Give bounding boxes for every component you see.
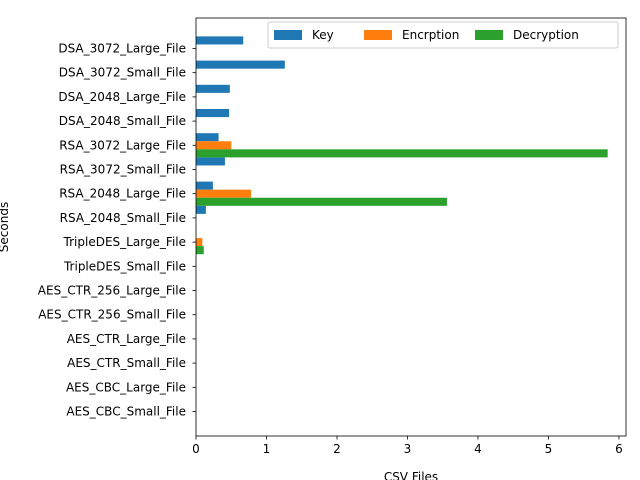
y-tick-label: DSA_3072_Small_File [59,66,186,80]
x-tick-label: 6 [615,442,623,456]
bars-layer [196,36,608,255]
bar-key-rsa-2048-large-file [196,181,213,190]
y-tick-label: DSA_2048_Large_File [58,90,186,104]
plot-frame [195,17,627,437]
bar-encrption-tripledes-large-file [196,238,203,247]
y-tick-label: AES_CTR_Small_File [67,356,186,370]
y-axis: AES_CBC_Small_File AES_CBC_Large_File AES_… [38,42,196,419]
legend-label-decryption: Decryption [513,28,579,42]
y-tick-label: RSA_3072_Small_File [60,163,186,177]
y-tick-label: AES_CTR_256_Large_File [38,284,186,298]
bar-decryption-rsa-2048-large-file [196,197,447,206]
legend-label-key: Key [312,28,334,42]
y-tick-label: AES_CBC_Large_File [66,380,186,394]
x-tick-label: 4 [474,442,482,456]
x-tick-label: 2 [333,442,341,456]
y-tick-label: TripleDES_Small_File [63,259,186,273]
y-tick-label: RSA_3072_Large_File [59,138,186,152]
y-tick-label: AES_CTR_256_Small_File [38,308,186,322]
y-tick-label: TripleDES_Large_File [63,235,186,249]
bar-key-dsa-3072-small-file [196,60,285,69]
y-tick-label: RSA_2048_Large_File [59,187,186,201]
x-tick-label: 1 [263,442,271,456]
legend-swatch-decryption [475,30,503,40]
legend-label-encrption: Encrption [402,28,459,42]
bar-key-dsa-2048-small-file [196,108,230,118]
bar-key-dsa-3072-large-file [196,36,244,45]
x-tick-label: 0 [192,442,200,456]
x-tick-label: 5 [545,442,553,456]
y-tick-label: AES_CTR_Large_File [67,332,186,346]
bar-key-dsa-2048-large-file [196,84,230,93]
y-axis-label: Seconds [0,202,11,252]
legend-swatch-key [274,30,302,40]
bar-decryption-tripledes-large-file [196,246,204,255]
bar-decryption-rsa-3072-large-file [196,149,608,158]
bar-key-rsa-3072-large-file [196,133,219,142]
legend: Key Encrption Decryption [267,21,619,49]
bar-encrption-rsa-3072-large-file [196,141,232,150]
bar-encrption-rsa-2048-large-file [196,189,251,198]
legend-swatch-encrption [364,30,392,40]
legend-box [267,21,619,49]
y-tick-label: RSA_2048_Small_File [60,211,186,225]
y-tick-label: AES_CBC_Small_File [66,405,186,419]
x-tick-label: 3 [404,442,412,456]
y-tick-label: DSA_2048_Small_File [59,114,186,128]
bar-key-rsa-3072-small-file [196,157,225,166]
y-tick-label: DSA_3072_Large_File [58,42,186,56]
x-axis: 0 1 2 3 4 5 6 [192,436,623,456]
x-axis-label: CSV Files [384,470,438,480]
bar-key-rsa-2048-small-file [196,205,206,214]
